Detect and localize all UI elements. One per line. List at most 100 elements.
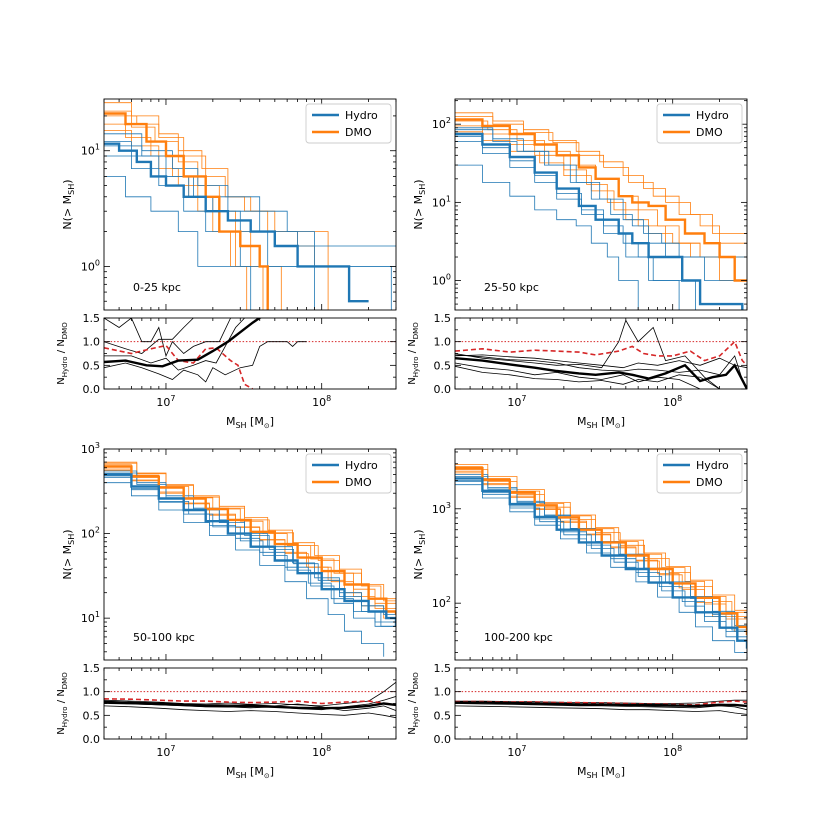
ratio-y-tick-label: 1.0 [434, 686, 452, 699]
dmo-main-line [455, 466, 747, 635]
x-tick-label: 107 [507, 744, 526, 759]
ratio-thin-line [455, 705, 747, 715]
series-group [104, 102, 396, 310]
x-tick-label: 108 [663, 744, 682, 759]
ratio-main-line [455, 701, 747, 708]
y-tick-label: 103 [432, 501, 451, 516]
y-tick-label: 100 [432, 273, 451, 288]
ratio-y-tick-label: 1.0 [83, 686, 101, 699]
ratio-tick-marks [103, 317, 397, 390]
main-plot: 101 102 103 N(> MSH) 50-100 kpc Hydro DMO [61, 441, 397, 661]
main-plot: 102 103 N(> MSH) 100-200 kpc Hydro DMO [412, 448, 748, 661]
ratio-thin-line [455, 362, 701, 389]
legend-dmo-label: DMO [696, 126, 723, 139]
ratio-main-line [104, 318, 262, 368]
y-axis-label: N(> MSH) [61, 529, 76, 579]
tick-marks [454, 99, 748, 310]
legend-dmo-label: DMO [696, 476, 723, 489]
x-axis-label: MSH [M⊙] [226, 765, 274, 780]
y-axis-label: N(> MSH) [412, 529, 427, 579]
hydro-thin-line [455, 127, 747, 258]
ratio-series-group [104, 318, 396, 389]
hydro-main-line [455, 477, 747, 649]
hydro-main-line [104, 142, 369, 303]
legend: Hydro DMO [656, 453, 743, 494]
hydro-main-line [455, 132, 744, 310]
plot-frame [103, 448, 397, 661]
x-tick-label: 108 [663, 394, 682, 409]
x-axis-label: MSH [M⊙] [577, 415, 625, 430]
panel-label: 0-25 kpc [133, 281, 181, 294]
hydro-thin-line [104, 133, 396, 267]
panel-0-25kpc: 100 101 N(> MSH) 0-25 kpc Hydro DMO 0.0 0.5 1.0 1… [56, 98, 397, 430]
hydro-thin-line [104, 176, 252, 310]
legend-hydro-label: Hydro [696, 109, 729, 122]
ratio-plot: 0.0 0.5 1.0 1.5 107 108 NHydro / NDMO MSH [M⊙] [56, 662, 397, 780]
hydro-thin-line [455, 164, 639, 310]
ratio-series-group [104, 681, 396, 719]
ratio-thin-line [104, 341, 307, 383]
x-tick-label: 107 [156, 744, 175, 759]
panel-label: 50-100 kpc [133, 631, 195, 644]
ratio-y-tick-label: 0.5 [83, 359, 101, 372]
ratio-y-tick-label: 0.0 [434, 733, 452, 746]
ratio-series-group [455, 691, 747, 715]
dmo-main-line [104, 465, 396, 615]
ratio-plot: 0.0 0.5 1.0 1.5 107 108 NHydro / NDMO MSH [M⊙] [56, 312, 397, 430]
y-tick-label: 102 [81, 526, 100, 541]
ratio-thin-line [104, 705, 396, 719]
series-group [104, 461, 396, 657]
ratio-y-tick-label: 0.0 [83, 733, 101, 746]
y-axis-label: N(> MSH) [61, 179, 76, 229]
y-tick-label: 103 [81, 441, 100, 456]
y-tick-label: 101 [81, 143, 100, 158]
ratio-thin-line [455, 354, 747, 369]
ratio-dashed-line [104, 344, 254, 389]
ratio-y-axis-label: NHydro / NDMO [407, 322, 420, 385]
plot-frame [454, 98, 748, 311]
y-tick-label: 101 [432, 194, 451, 209]
plot-frame [103, 98, 397, 311]
legend-box [305, 453, 392, 494]
ratio-plot: 0.0 0.5 1.0 1.5 107 108 NHydro / NDMO MSH [M⊙] [407, 312, 748, 430]
tick-marks [454, 449, 748, 660]
x-axis-label: MSH [M⊙] [226, 415, 274, 430]
ratio-dashed-line [104, 698, 396, 706]
ratio-y-tick-label: 1.5 [83, 662, 101, 675]
ratio-main-line [455, 357, 747, 389]
hydro-thin-line [104, 475, 396, 637]
panel-25-50kpc: 100 101 102 N(> MSH) 25-50 kpc Hydro DMO 0.0 0.5… [407, 98, 748, 430]
panel-100-200kpc: 102 103 N(> MSH) 100-200 kpc Hydro DMO 0.0 0.5 1… [407, 448, 748, 780]
main-plot: 100 101 102 N(> MSH) 25-50 kpc Hydro DMO [412, 98, 748, 311]
x-axis-label: MSH [M⊙] [577, 765, 625, 780]
ratio-main-line [104, 700, 396, 710]
ratio-thin-line [455, 365, 720, 389]
ratio-plot: 0.0 0.5 1.0 1.5 107 108 NHydro / NDMO MSH [M⊙] [407, 662, 748, 780]
ratio-y-axis-label: NHydro / NDMO [56, 672, 69, 735]
ratio-dashed-line [455, 340, 747, 366]
ratio-y-tick-label: 0.0 [83, 383, 101, 396]
legend-hydro-label: Hydro [696, 459, 729, 472]
tick-marks [103, 99, 397, 310]
ratio-tick-marks [454, 667, 748, 740]
ratio-y-tick-label: 0.5 [83, 709, 101, 722]
hydro-thin-line [104, 477, 396, 632]
ratio-thin-line [455, 354, 743, 380]
x-tick-label: 108 [312, 744, 331, 759]
y-axis-label: N(> MSH) [412, 179, 427, 229]
hydro-thin-line [104, 472, 396, 637]
main-plot: 100 101 N(> MSH) 0-25 kpc Hydro DMO [61, 98, 397, 311]
legend-box [656, 453, 743, 494]
ratio-series-group [455, 319, 747, 389]
ratio-thin-line [104, 318, 231, 358]
ratio-thin-line [455, 319, 720, 389]
ratio-y-tick-label: 0.5 [434, 359, 452, 372]
hydro-thin-line [455, 476, 747, 643]
legend: Hydro DMO [305, 453, 392, 494]
ratio-y-tick-label: 1.5 [83, 312, 101, 325]
panel-label: 25-50 kpc [484, 281, 539, 294]
hydro-main-line [104, 473, 396, 627]
x-tick-label: 107 [507, 394, 526, 409]
